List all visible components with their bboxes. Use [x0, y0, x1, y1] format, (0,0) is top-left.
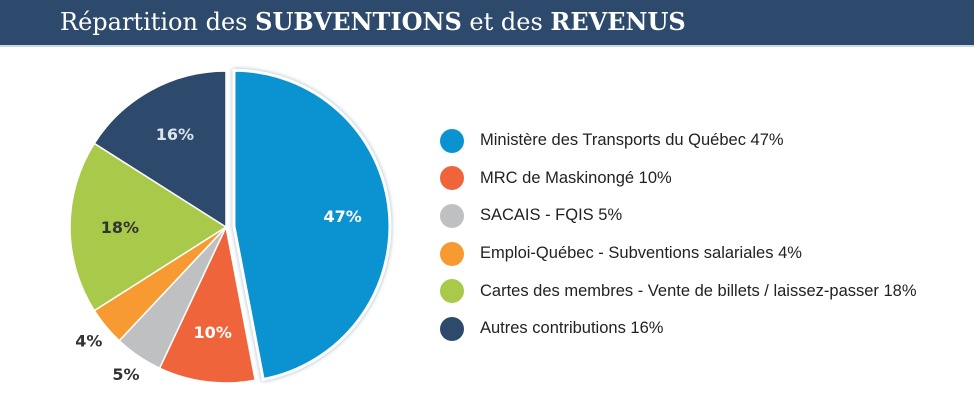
legend-label: Cartes des membres - Vente de billets / …: [480, 281, 917, 300]
pie-slice: [232, 68, 392, 382]
legend-item: Emploi-Québec - Subventions salariales 4…: [440, 235, 917, 273]
legend-swatch: [440, 241, 464, 266]
legend-label: Autres contributions 16%: [480, 319, 664, 338]
data-label: 10%: [194, 323, 232, 342]
legend-label: MRC de Maskinongé 10%: [480, 168, 672, 187]
legend-label: SACAIS - FQIS 5%: [480, 206, 623, 225]
data-label: 47%: [324, 207, 362, 226]
legend-item: Ministère des Transports du Québec 47%: [440, 122, 917, 160]
pie-slice: [93, 70, 227, 229]
legend-item: Autres contributions 16%: [440, 310, 917, 348]
legend-swatch: [440, 316, 464, 341]
legend-item: MRC de Maskinongé 10%: [440, 160, 917, 198]
legend-swatch: [440, 128, 464, 153]
legend-label: Ministère des Transports du Québec 47%: [480, 131, 784, 150]
pie-slice: [69, 142, 228, 312]
pie-slice: [158, 224, 257, 384]
legend-item: SACAIS - FQIS 5%: [440, 197, 917, 235]
data-label: 16%: [156, 125, 194, 144]
legend-swatch: [440, 166, 464, 191]
legend-item: Cartes des membres - Vente de billets / …: [440, 272, 917, 310]
title-bar: Répartition des SUBVENTIONS et des REVEN…: [0, 0, 974, 47]
legend-label: Emploi-Québec - Subventions salariales 4…: [480, 244, 802, 263]
data-label: 5%: [112, 365, 139, 384]
legend-swatch: [440, 203, 464, 228]
chart-title: Répartition des SUBVENTIONS et des REVEN…: [60, 7, 686, 36]
legend-swatch: [440, 279, 464, 304]
legend: Ministère des Transports du Québec 47% MR…: [440, 122, 917, 348]
data-label: 18%: [101, 218, 139, 237]
data-label: 4%: [75, 331, 102, 350]
